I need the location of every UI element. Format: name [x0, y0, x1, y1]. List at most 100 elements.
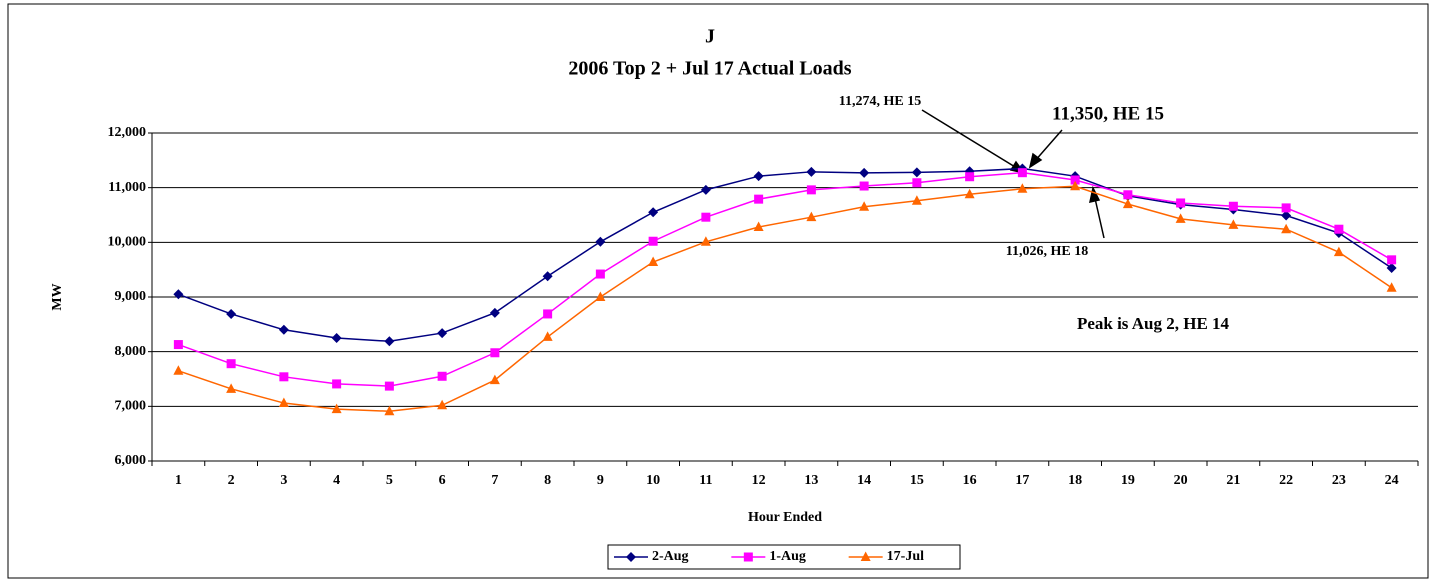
- x-axis-label: Hour Ended: [748, 510, 822, 525]
- marker: [1175, 213, 1186, 223]
- x-tick-label: 18: [1068, 473, 1082, 488]
- x-tick-label: 3: [280, 473, 287, 488]
- chart-subtitle: 2006 Top 2 + Jul 17 Actual Loads: [568, 58, 851, 80]
- marker: [1017, 183, 1028, 193]
- marker: [1387, 255, 1397, 265]
- marker: [648, 207, 659, 218]
- marker: [173, 365, 184, 375]
- marker: [859, 201, 870, 211]
- legend-label: 1-Aug: [769, 549, 806, 564]
- x-tick-label: 8: [544, 473, 551, 488]
- marker: [1123, 190, 1133, 200]
- marker: [648, 256, 659, 267]
- series-line: [178, 171, 1393, 387]
- annotation: 11,350, HE 15: [1052, 103, 1164, 124]
- marker: [1228, 201, 1238, 211]
- annotation: 11,274, HE 15: [839, 94, 921, 109]
- x-tick-label: 7: [491, 473, 498, 488]
- marker: [859, 167, 870, 178]
- marker: [226, 383, 237, 393]
- marker: [753, 221, 764, 232]
- y-tick-label: 9,000: [115, 289, 147, 304]
- marker: [278, 324, 289, 335]
- x-tick-label: 5: [386, 473, 393, 488]
- x-tick-label: 24: [1385, 473, 1399, 488]
- marker: [437, 399, 448, 410]
- marker: [911, 195, 922, 205]
- marker: [542, 331, 553, 341]
- series-line: [178, 185, 1393, 413]
- marker: [859, 181, 869, 191]
- x-tick-label: 2: [228, 473, 235, 488]
- marker: [1122, 198, 1133, 209]
- marker: [626, 552, 636, 562]
- marker: [278, 397, 289, 408]
- marker: [965, 172, 975, 182]
- marker: [331, 333, 342, 343]
- y-tick-label: 8,000: [115, 344, 147, 359]
- x-tick-label: 17: [1015, 473, 1029, 488]
- legend-box: [607, 544, 961, 570]
- marker: [1281, 223, 1292, 234]
- marker: [912, 178, 922, 188]
- marker: [806, 166, 817, 177]
- marker: [806, 211, 817, 222]
- marker: [384, 405, 395, 416]
- x-tick-label: 15: [910, 473, 924, 488]
- arrow: [921, 109, 1021, 171]
- marker: [384, 336, 395, 347]
- marker: [1333, 246, 1344, 257]
- x-tick-label: 1: [175, 473, 182, 488]
- marker: [173, 340, 183, 350]
- annotation-arrows: [921, 109, 1105, 239]
- y-axis-label: MW: [50, 283, 65, 310]
- marker: [173, 289, 184, 300]
- y-tick-label: 12,000: [108, 125, 147, 140]
- y-tick-label: 6,000: [115, 453, 147, 468]
- marker: [964, 188, 975, 199]
- x-tick-label: 10: [646, 473, 660, 488]
- marker: [743, 552, 753, 562]
- marker: [1334, 224, 1344, 234]
- marker: [595, 236, 606, 247]
- x-tick-label: 13: [804, 473, 818, 488]
- x-tick-label: 14: [857, 473, 871, 488]
- y-tick-label: 11,000: [108, 180, 146, 195]
- marker: [226, 308, 237, 319]
- x-tick-label: 12: [752, 473, 766, 488]
- x-tick-label: 21: [1226, 473, 1240, 488]
- x-tick-label: 23: [1332, 473, 1346, 488]
- marker: [700, 184, 711, 195]
- marker: [543, 309, 553, 319]
- marker: [226, 359, 236, 369]
- marker: [1281, 203, 1291, 213]
- marker: [279, 372, 289, 382]
- marker: [754, 194, 764, 204]
- chart-border: [7, 3, 1429, 579]
- legend-label: 17-Jul: [887, 549, 924, 564]
- x-tick-label: 6: [439, 473, 446, 488]
- x-tick-label: 11: [699, 473, 712, 488]
- arrow: [1033, 129, 1063, 163]
- marker: [700, 236, 711, 246]
- marker: [595, 269, 605, 279]
- marker: [332, 379, 342, 389]
- legend-label: 2-Aug: [652, 549, 689, 564]
- marker: [911, 167, 922, 178]
- marker: [384, 381, 394, 391]
- annotation: 11,026, HE 18: [1006, 244, 1088, 259]
- marker: [489, 374, 500, 385]
- x-tick-label: 22: [1279, 473, 1293, 488]
- marker: [648, 236, 658, 246]
- annotation: Peak is Aug 2, HE 14: [1077, 314, 1230, 333]
- marker: [753, 171, 764, 182]
- marker: [490, 348, 500, 358]
- marker: [806, 185, 816, 195]
- marker: [1070, 175, 1080, 185]
- marker: [437, 371, 447, 381]
- marker: [542, 271, 553, 282]
- y-tick-label: 10,000: [108, 235, 147, 250]
- marker: [860, 551, 871, 561]
